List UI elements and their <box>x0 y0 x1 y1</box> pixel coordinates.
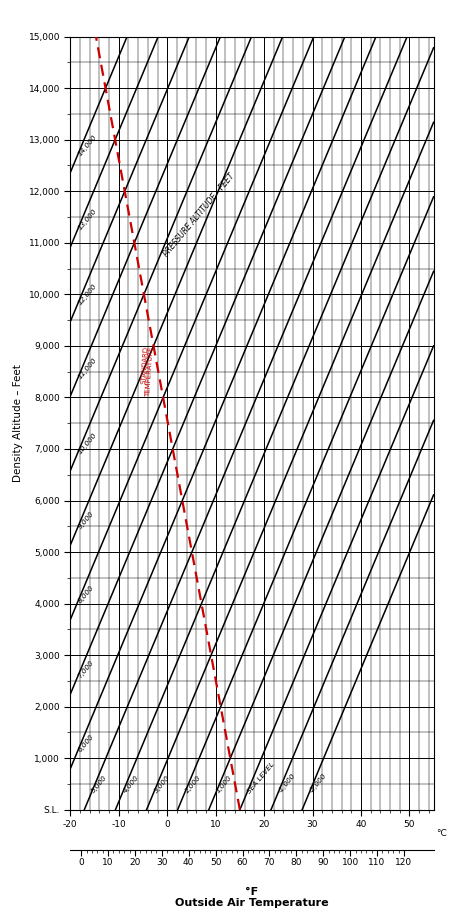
Text: 2,000: 2,000 <box>184 775 202 794</box>
Text: 10,000: 10,000 <box>77 432 98 455</box>
Text: -1,000: -1,000 <box>277 772 297 794</box>
Text: -2,000: -2,000 <box>309 772 328 794</box>
Text: °C: °C <box>436 829 447 838</box>
Text: 1,000: 1,000 <box>215 775 233 794</box>
Text: 5,000: 5,000 <box>91 775 109 794</box>
Text: 9,000: 9,000 <box>77 510 95 530</box>
Text: 11,000: 11,000 <box>77 357 98 381</box>
Text: 12,000: 12,000 <box>77 283 98 306</box>
X-axis label: °F
Outside Air Temperature: °F Outside Air Temperature <box>175 887 329 909</box>
Text: 7,000: 7,000 <box>77 659 95 679</box>
Text: SEA LEVEL: SEA LEVEL <box>247 760 276 794</box>
Text: STANDARD
TEMPERATURE: STANDARD TEMPERATURE <box>140 346 154 397</box>
Text: 13,000: 13,000 <box>77 208 98 231</box>
Y-axis label: Density Altitude – Feet: Density Altitude – Feet <box>13 364 23 482</box>
Text: 3,000: 3,000 <box>153 775 171 794</box>
Text: 8,000: 8,000 <box>77 585 95 604</box>
Text: 4,000: 4,000 <box>122 775 140 794</box>
Text: 14,000: 14,000 <box>77 134 98 156</box>
Text: PRESSURE ALTITUDE - FEET: PRESSURE ALTITUDE - FEET <box>162 172 237 258</box>
Text: 6,000: 6,000 <box>77 733 95 753</box>
